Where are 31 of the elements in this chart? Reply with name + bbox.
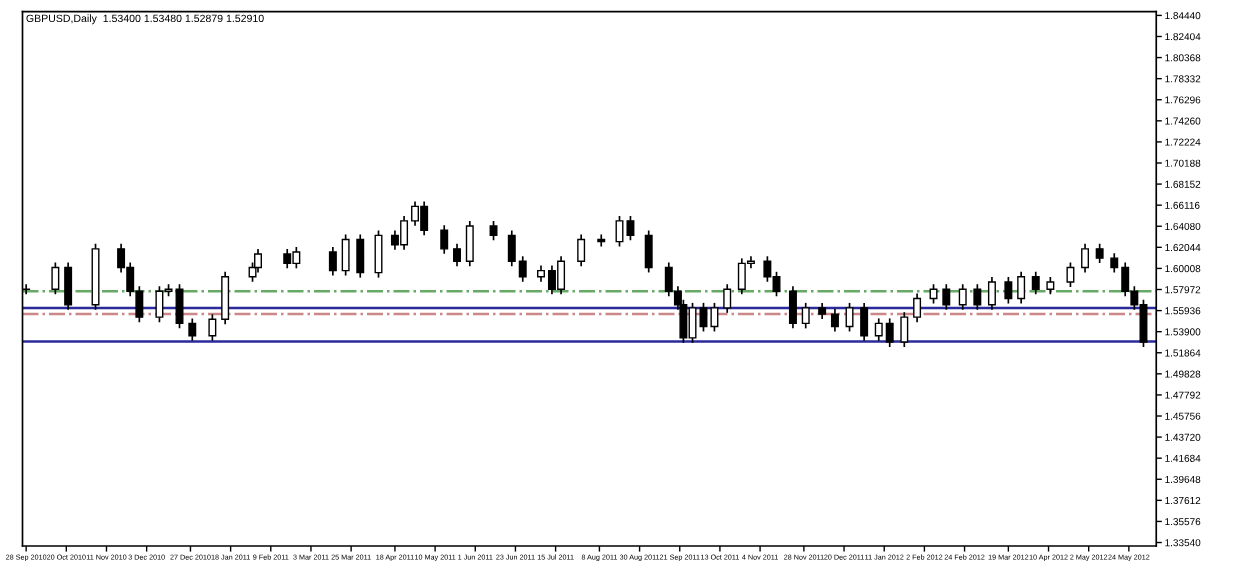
candlestick [1081,243,1090,273]
candlestick [900,312,909,348]
candlestick [440,225,449,254]
candlestick [64,262,73,310]
candlestick [644,230,653,273]
candlestick [356,234,365,278]
candlestick [1004,276,1013,304]
candlestick [801,302,810,329]
candlestick [1017,271,1026,304]
candlestick [1031,271,1040,295]
candlestick [597,234,606,247]
candlestick [860,302,869,341]
candlestick [328,246,337,276]
candlestick [453,243,461,267]
candlestick [577,234,586,267]
candlestick [51,262,60,295]
candlestick [987,276,996,310]
candlestick [913,293,922,323]
candlestick [208,314,217,341]
candlestick [973,284,982,310]
candlestick [465,221,474,267]
candlestick [1066,262,1075,287]
candlestick [221,271,230,325]
candlestick [788,286,797,329]
candlestick [958,284,967,310]
candlestick [188,318,197,341]
candlestick [723,284,732,313]
candlestick [830,309,839,332]
candlestick [341,234,350,276]
candlestick [942,284,951,310]
candlestick [845,302,854,332]
